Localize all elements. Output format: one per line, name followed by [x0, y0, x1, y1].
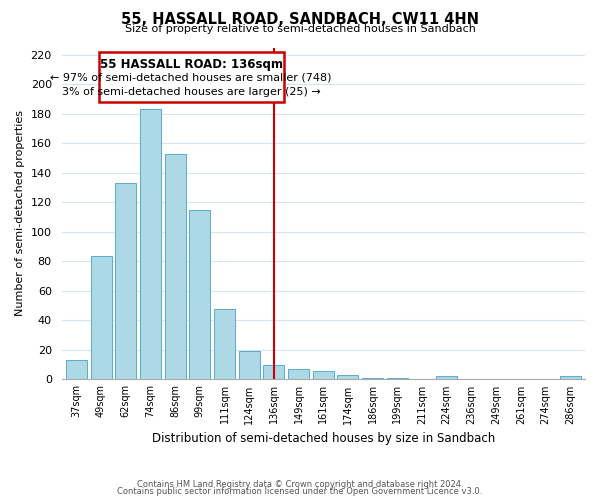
Bar [190, 210, 210, 380]
Text: Contains HM Land Registry data © Crown copyright and database right 2024.: Contains HM Land Registry data © Crown c… [137, 480, 463, 489]
Bar [337, 375, 358, 380]
Text: 55 HASSALL ROAD: 136sqm: 55 HASSALL ROAD: 136sqm [100, 58, 283, 71]
Bar [66, 360, 87, 380]
Text: 55, HASSALL ROAD, SANDBACH, CW11 4HN: 55, HASSALL ROAD, SANDBACH, CW11 4HN [121, 12, 479, 28]
Bar [98, 52, 284, 102]
Bar [214, 308, 235, 380]
Bar [239, 352, 260, 380]
Text: ← 97% of semi-detached houses are smaller (748): ← 97% of semi-detached houses are smalle… [50, 72, 332, 83]
Bar [115, 183, 136, 380]
Bar [140, 110, 161, 380]
Bar [560, 376, 581, 380]
Text: 3% of semi-detached houses are larger (25) →: 3% of semi-detached houses are larger (2… [62, 88, 320, 98]
Y-axis label: Number of semi-detached properties: Number of semi-detached properties [15, 110, 25, 316]
Text: Size of property relative to semi-detached houses in Sandbach: Size of property relative to semi-detach… [125, 24, 475, 34]
Bar [288, 369, 309, 380]
Bar [313, 370, 334, 380]
Bar [362, 378, 383, 380]
Text: Contains public sector information licensed under the Open Government Licence v3: Contains public sector information licen… [118, 487, 482, 496]
X-axis label: Distribution of semi-detached houses by size in Sandbach: Distribution of semi-detached houses by … [152, 432, 495, 445]
Bar [263, 364, 284, 380]
Bar [164, 154, 185, 380]
Bar [387, 378, 408, 380]
Bar [436, 376, 457, 380]
Bar [91, 256, 112, 380]
